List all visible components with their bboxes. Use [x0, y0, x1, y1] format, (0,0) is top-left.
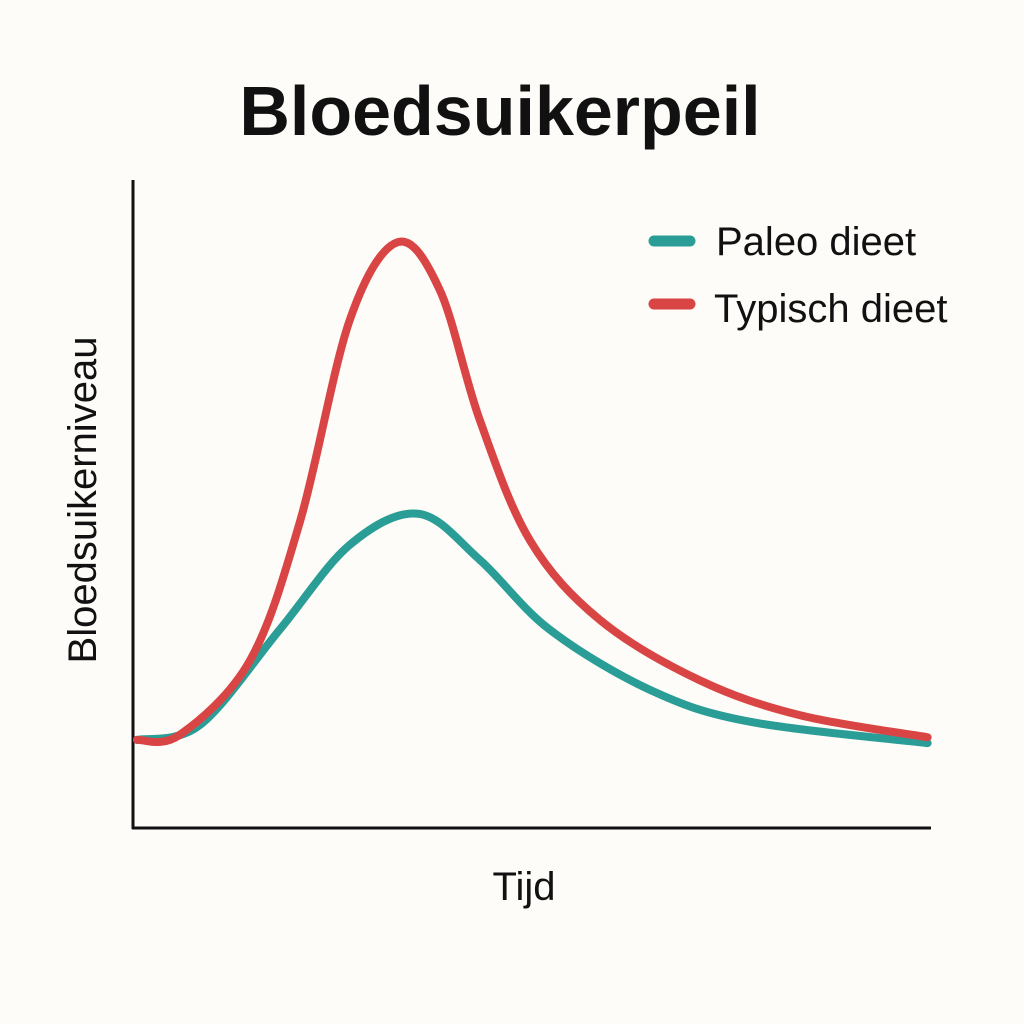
legend: Paleo dieet Typisch dieet — [648, 220, 947, 331]
series-line-typisch — [132, 237, 932, 746]
y-axis-label: Bloedsuikerniveau — [61, 337, 105, 664]
x-axis-label: Tijd — [493, 865, 556, 909]
legend-label-typisch: Typisch dieet — [714, 287, 947, 331]
chart-title: Bloedsuikerpeil — [239, 72, 760, 150]
legend-label-paleo: Paleo dieet — [716, 220, 916, 264]
